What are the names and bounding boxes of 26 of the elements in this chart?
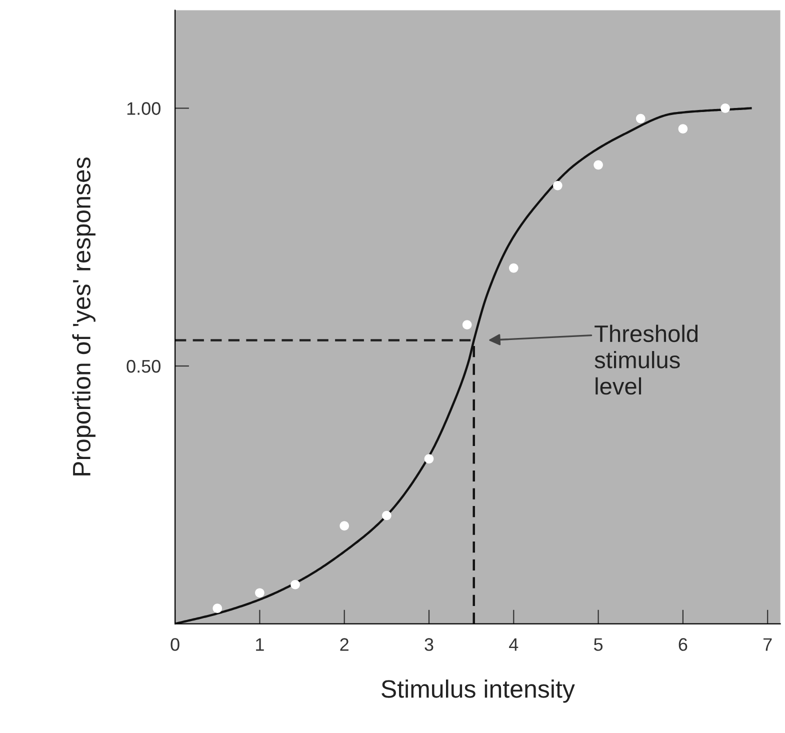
point [212, 604, 222, 613]
y-axis-title: Proportion of 'yes' responses [72, 158, 96, 476]
point [462, 320, 472, 330]
point [424, 454, 434, 464]
x-tick-label: 1 [256, 638, 264, 651]
y-tick-label: 1.00 [127, 102, 160, 115]
point [290, 580, 300, 590]
x-tick-label: 7 [764, 638, 772, 651]
x-tick-label: 4 [509, 638, 518, 651]
point [255, 588, 264, 598]
y-tick-label: 0.50 [126, 360, 160, 373]
point [720, 104, 730, 113]
point [553, 180, 562, 190]
x-axis-title: Stimulus intensity [382, 680, 575, 703]
point [382, 510, 392, 520]
point [508, 263, 518, 273]
x-tick-label: 3 [424, 638, 434, 651]
point [636, 114, 646, 124]
annotation: Threshold stimulus level [594, 324, 698, 395]
x-tick-label: 6 [678, 638, 688, 651]
point [340, 521, 350, 530]
x-tick-label: 2 [340, 638, 348, 651]
x-tick-label: 5 [594, 638, 603, 651]
x-tick-label: 0 [170, 638, 180, 651]
point [678, 124, 688, 134]
point [594, 160, 603, 170]
